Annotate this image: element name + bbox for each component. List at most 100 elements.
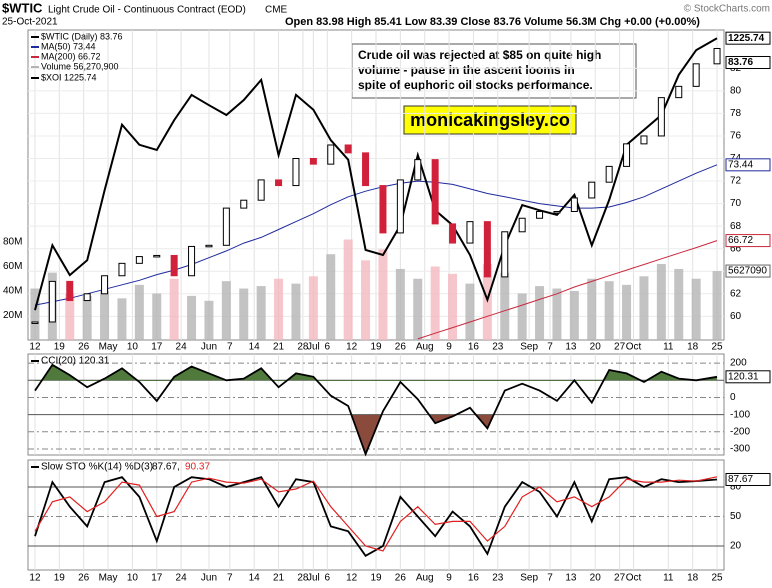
x-tick-label: 19 xyxy=(54,573,66,584)
xoi-line xyxy=(34,37,718,311)
y-tick-label: -300 xyxy=(730,444,750,455)
exchange: CME xyxy=(265,5,288,16)
x-tick-label: 25 xyxy=(711,573,723,584)
x-tick-label: 18 xyxy=(687,342,699,353)
volume-bar xyxy=(343,239,353,340)
x-tick-label: 16 xyxy=(468,342,480,353)
candle xyxy=(344,144,352,154)
annotation-box xyxy=(351,43,637,99)
legend-title: Slow STO %K(14) %D(3) xyxy=(41,462,153,473)
volume-bar xyxy=(65,293,75,340)
volume-bar xyxy=(152,293,162,340)
candle xyxy=(275,179,283,187)
x-tick-label: 10 xyxy=(127,573,139,584)
candle xyxy=(379,185,387,234)
candle xyxy=(553,210,561,214)
x-tick-label: Oct xyxy=(626,573,642,584)
y-tick-label: 72 xyxy=(730,176,742,187)
candle xyxy=(327,144,335,165)
candle xyxy=(657,97,665,137)
x-tick-label: 23 xyxy=(492,573,504,584)
legend-label: CCI(20) 120.31 xyxy=(41,356,110,367)
x-tick-label: 19 xyxy=(370,342,382,353)
volume-bar xyxy=(569,290,579,340)
x-tick-label: Sep xyxy=(520,342,538,353)
x-tick-label: 26 xyxy=(395,573,407,584)
x-tick-label: 24 xyxy=(176,573,188,584)
candle xyxy=(362,152,370,187)
candle xyxy=(101,275,109,295)
watermark: © StockCharts.com xyxy=(684,4,770,15)
x-tick-label: Sep xyxy=(520,573,538,584)
candle xyxy=(396,179,404,234)
x-tick-label: 17 xyxy=(151,342,163,353)
x-tick-label: 11 xyxy=(663,573,674,584)
volume-bar xyxy=(274,278,284,340)
x-tick-label: 12 xyxy=(346,573,358,584)
volume-bar xyxy=(622,284,632,340)
y2-tick-label: 40M xyxy=(3,286,22,297)
x-tick-label: 20 xyxy=(590,573,602,584)
y-tick-label: 76 xyxy=(730,131,742,142)
x-tick-label: 12 xyxy=(346,342,358,353)
volume-bar xyxy=(100,290,110,340)
candle xyxy=(118,262,126,277)
volume-bar xyxy=(169,278,179,340)
banner: monicakingsley.co xyxy=(410,110,570,130)
x-tick-label: 11 xyxy=(663,342,674,353)
indicator-line xyxy=(34,476,718,557)
volume-bar xyxy=(674,268,684,340)
x-tick-label: Jul xyxy=(307,573,320,584)
value-tag-box xyxy=(725,158,771,172)
candle xyxy=(518,217,526,233)
value-tag: 5627090 xyxy=(728,266,767,277)
x-tick-label: 28 xyxy=(297,342,309,353)
cci-fill xyxy=(34,364,718,381)
volume-bar xyxy=(291,283,301,340)
y-tick-label: 0 xyxy=(730,392,736,403)
candle xyxy=(66,280,74,302)
candle xyxy=(605,165,613,183)
volume-bar xyxy=(221,281,231,340)
x-tick-label: 6 xyxy=(324,573,330,584)
x-tick-label: Oct xyxy=(626,342,642,353)
x-tick-label: 9 xyxy=(446,342,452,353)
candle xyxy=(570,197,578,212)
candle xyxy=(713,47,721,65)
volume-bar xyxy=(361,260,371,340)
x-tick-label: 21 xyxy=(273,342,285,353)
volume-bar xyxy=(639,276,649,340)
x-tick-label: 14 xyxy=(249,342,261,353)
volume-bar xyxy=(117,298,127,340)
volume-bar xyxy=(552,288,562,340)
legend-label: 90.37 xyxy=(185,462,210,473)
candle xyxy=(222,207,230,246)
candle xyxy=(292,158,300,187)
y2-tick-label: 80M xyxy=(3,237,22,248)
instrument: Light Crude Oil - Continuous Contract (E… xyxy=(48,5,246,16)
y-tick-label: 68 xyxy=(730,221,742,232)
y-tick-label: 62 xyxy=(730,288,742,299)
x-tick-label: May xyxy=(99,342,118,353)
value-tag-box xyxy=(725,234,771,248)
y-tick-label: -100 xyxy=(730,409,750,420)
x-tick-label: 19 xyxy=(370,573,382,584)
x-tick-label: 12 xyxy=(29,342,41,353)
x-tick-label: 7 xyxy=(547,342,553,353)
candle xyxy=(692,63,700,87)
candle xyxy=(240,199,248,209)
legend-label: $WTIC (Daily) 83.76 xyxy=(41,31,123,41)
candle xyxy=(466,221,474,244)
ma50-line xyxy=(34,164,718,306)
x-tick-label: Jun xyxy=(201,573,217,584)
volume-bar xyxy=(239,288,249,340)
value-tag-box xyxy=(725,370,771,384)
x-tick-label: 21 xyxy=(273,573,285,584)
x-tick-label: 20 xyxy=(590,342,602,353)
x-tick-label: 10 xyxy=(127,342,139,353)
volume-bar xyxy=(535,286,545,340)
x-tick-label: 14 xyxy=(249,573,261,584)
volume-bar xyxy=(30,288,40,340)
